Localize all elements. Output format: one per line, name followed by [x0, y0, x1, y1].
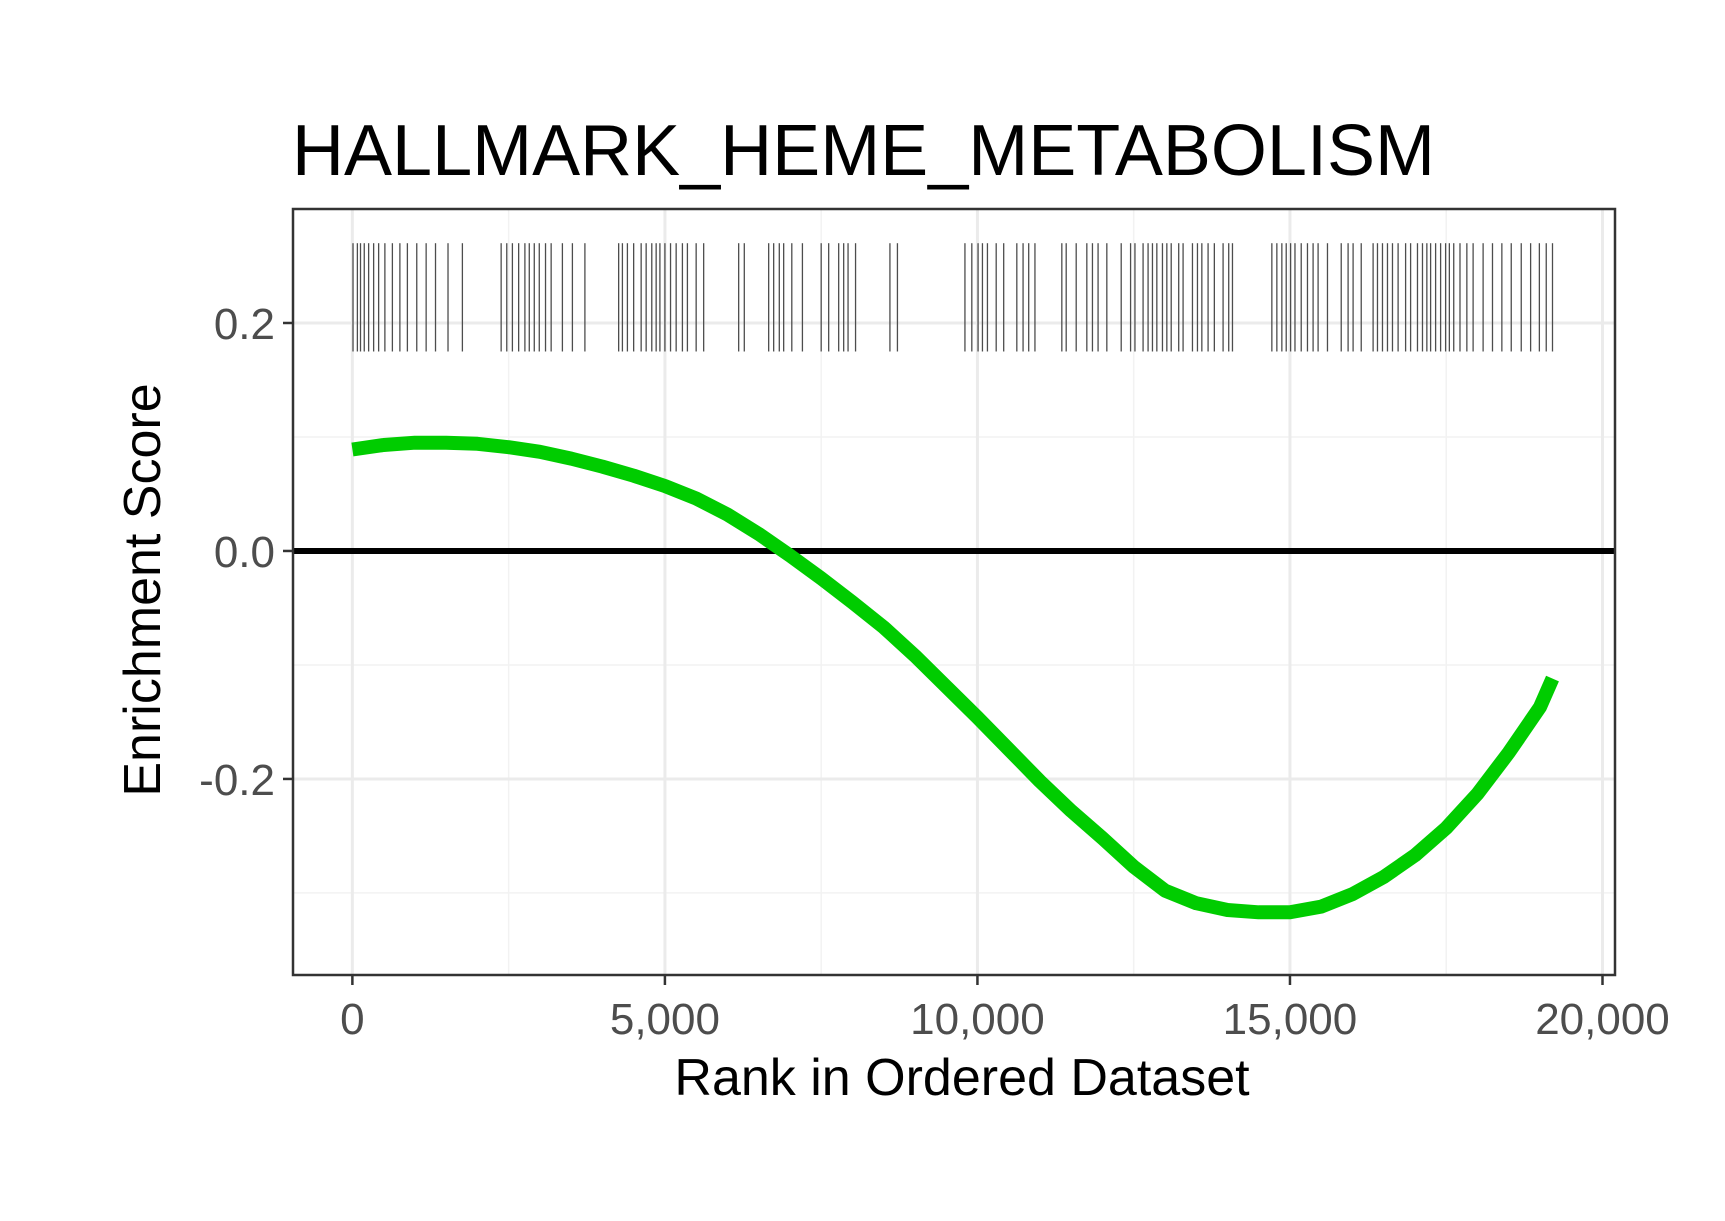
- x-tick-label: 0: [340, 995, 364, 1044]
- x-tick-label: 5,000: [610, 995, 720, 1044]
- gene-hit-ticks: [352, 243, 1554, 352]
- panel-background: [293, 209, 1615, 975]
- y-tick-label: 0.0: [214, 528, 275, 577]
- x-tick-label: 20,000: [1535, 995, 1670, 1044]
- x-tick-label: 15,000: [1223, 995, 1358, 1044]
- enrichment-curve: [351, 435, 1559, 920]
- y-axis-title: Enrichment Score: [114, 383, 172, 796]
- x-tick-label: 10,000: [910, 995, 1045, 1044]
- y-tick-label: -0.2: [199, 756, 275, 805]
- chart-title: HALLMARK_HEME_METABOLISM: [292, 111, 1435, 191]
- enrichment-curve-group: [351, 435, 1559, 920]
- y-tick-label: 0.2: [214, 300, 275, 349]
- panel-border: [291, 207, 1617, 977]
- grid: [293, 208, 1615, 975]
- axes: 0 5,000 10,000 15,000 20,000 -0.2 0.0 0.2: [199, 207, 1670, 1044]
- x-axis-title: Rank in Ordered Dataset: [674, 1049, 1250, 1107]
